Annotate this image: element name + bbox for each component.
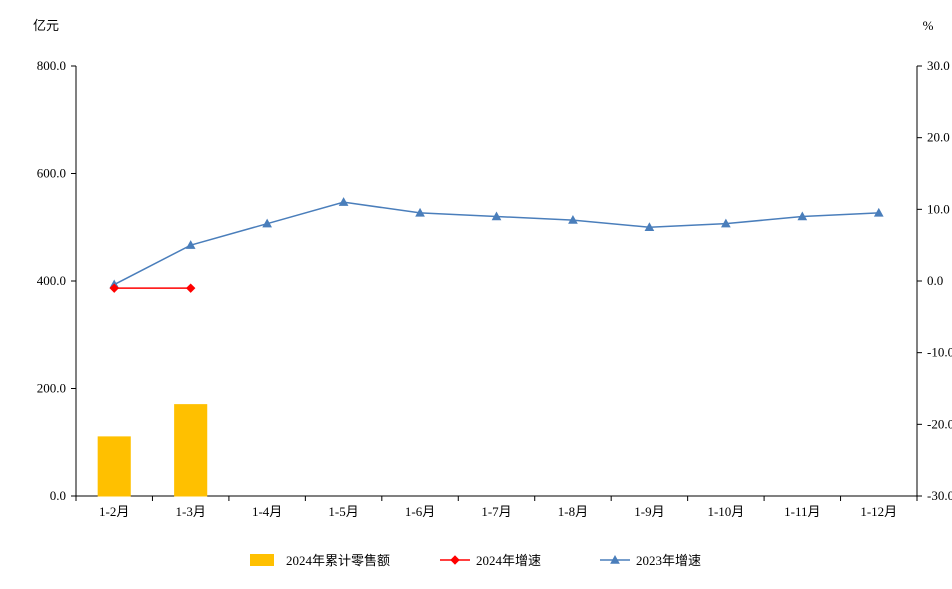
right-axis-tick-label: 10.0: [927, 201, 950, 216]
bar-2024-retail: [175, 405, 207, 496]
x-axis-category-label: 1-2月: [99, 504, 129, 519]
x-axis-category-label: 1-11月: [784, 504, 820, 519]
legend-label: 2023年增速: [636, 553, 701, 568]
left-axis-tick-label: 200.0: [37, 381, 66, 396]
left-axis-tick-label: 600.0: [37, 166, 66, 181]
x-axis-category-label: 1-5月: [328, 504, 358, 519]
legend-label: 2024年增速: [476, 553, 541, 568]
x-axis-category-label: 1-7月: [481, 504, 511, 519]
left-axis-title: 亿元: [33, 18, 59, 33]
x-axis-category-label: 1-8月: [558, 504, 588, 519]
left-axis-tick-label: 0.0: [50, 488, 66, 503]
right-axis-tick-label: 0.0: [927, 273, 943, 288]
x-axis-category-label: 1-10月: [707, 504, 744, 519]
chart-container: 亿元% 0.0 200.0 400.0 600.0 800.0 -30.0 -20.0 -10.…: [0, 0, 952, 589]
right-axis-tick-label: -30.0: [927, 488, 952, 503]
right-axis-title: %: [923, 18, 934, 33]
legend-label: 2024年累计零售额: [286, 553, 390, 568]
left-axis-tick-label: 800.0: [37, 58, 66, 73]
right-axis-tick-label: 30.0: [927, 58, 950, 73]
right-axis-tick-label: -10.0: [927, 345, 952, 360]
x-axis-category-label: 1-4月: [252, 504, 282, 519]
x-axis-category-label: 1-3月: [176, 504, 206, 519]
x-axis-category-label: 1-6月: [405, 504, 435, 519]
x-axis-category-label: 1-9月: [634, 504, 664, 519]
x-axis-category-label: 1-12月: [860, 504, 897, 519]
right-axis-tick-label: 20.0: [927, 130, 950, 145]
bar-2024-retail: [98, 437, 130, 496]
legend-swatch-rect-icon: [250, 554, 274, 566]
chart-svg: 亿元% 0.0 200.0 400.0 600.0 800.0 -30.0 -20.0 -10.…: [0, 0, 952, 589]
right-axis-tick-label: -20.0: [927, 416, 952, 431]
left-axis-tick-label: 400.0: [37, 273, 66, 288]
